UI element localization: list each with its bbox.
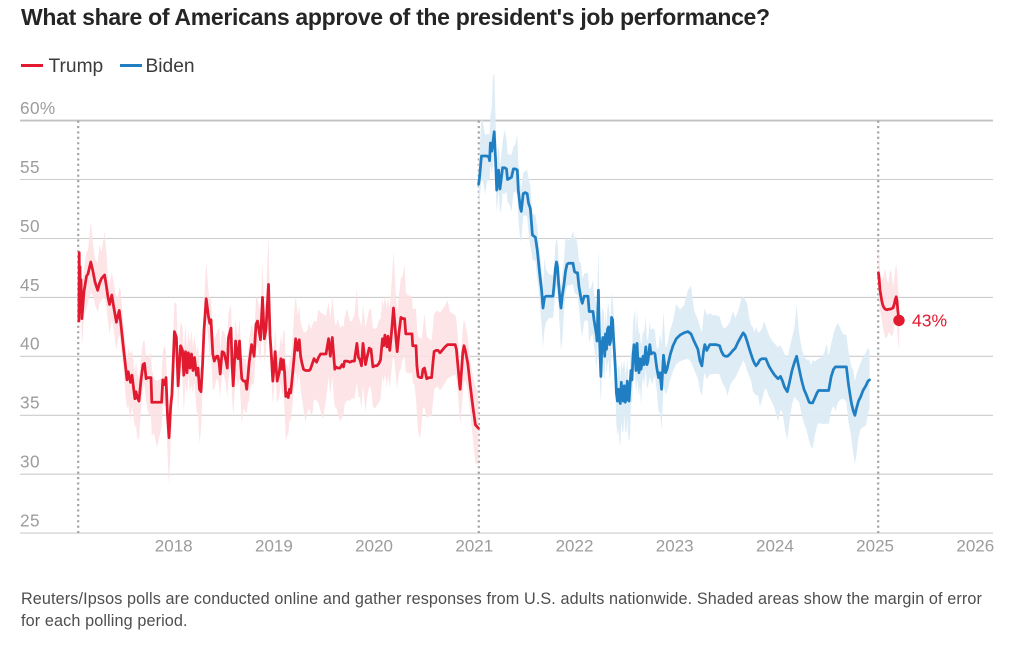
svg-text:2024: 2024	[756, 537, 794, 556]
svg-text:30: 30	[20, 452, 40, 472]
svg-text:2023: 2023	[656, 537, 694, 556]
svg-text:2021: 2021	[455, 537, 493, 556]
svg-text:2022: 2022	[556, 537, 594, 556]
svg-text:2018: 2018	[155, 537, 193, 556]
svg-text:35: 35	[20, 393, 40, 413]
svg-text:2020: 2020	[355, 537, 393, 556]
svg-text:2019: 2019	[255, 537, 293, 556]
svg-text:43%: 43%	[912, 310, 947, 330]
svg-text:45: 45	[20, 275, 40, 295]
svg-text:50: 50	[20, 216, 40, 236]
svg-text:2025: 2025	[856, 537, 894, 556]
svg-text:55: 55	[20, 157, 40, 177]
svg-text:25: 25	[20, 511, 40, 531]
svg-text:2026: 2026	[956, 537, 994, 556]
svg-text:60%: 60%	[20, 98, 56, 118]
svg-text:40: 40	[20, 334, 40, 354]
